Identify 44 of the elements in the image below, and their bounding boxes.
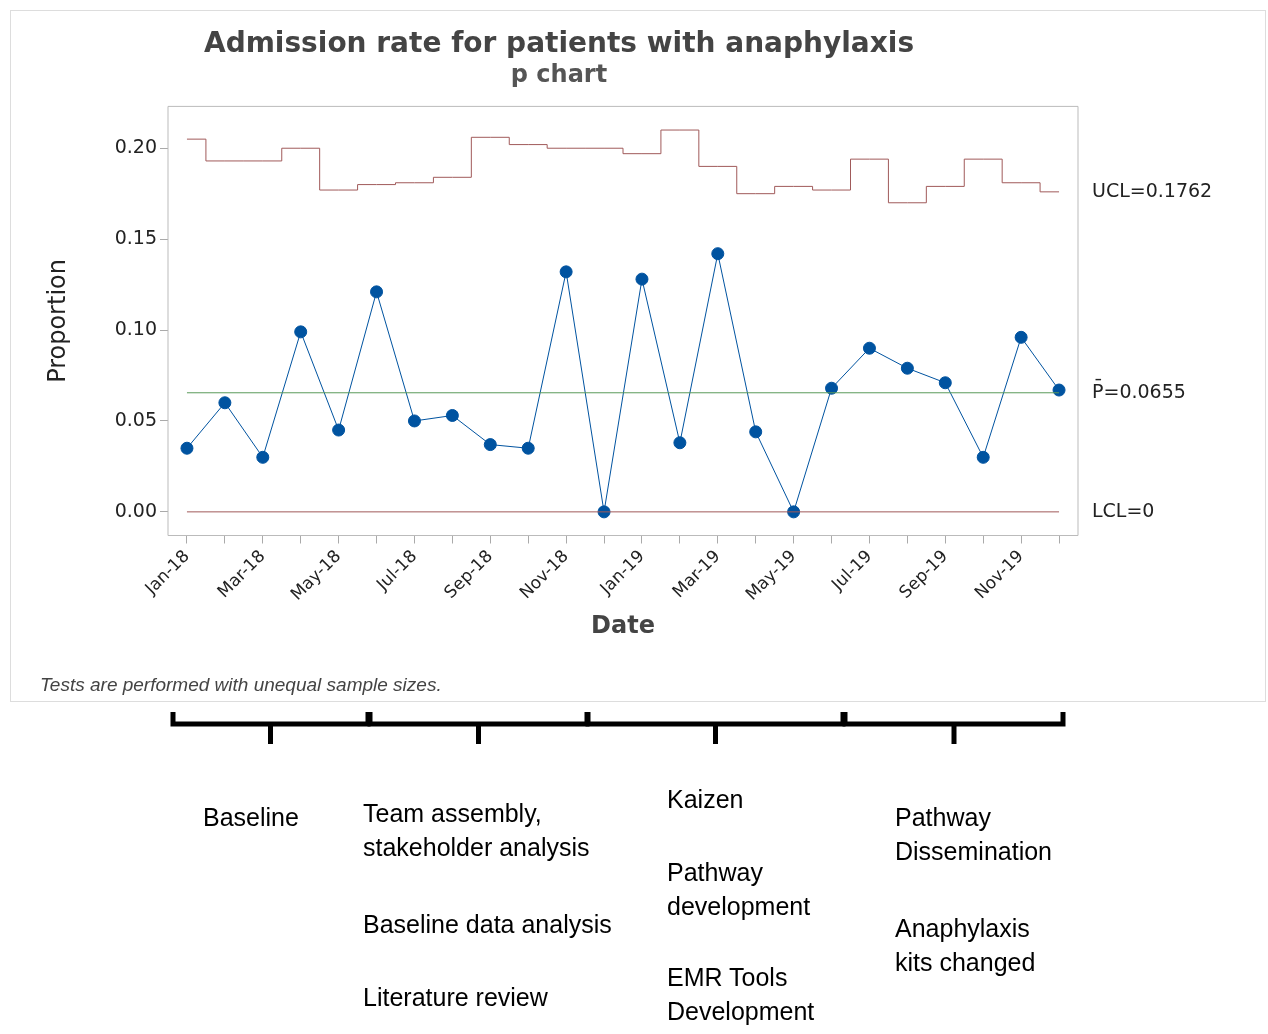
- x-axis-title: Date: [591, 610, 655, 639]
- text: Kaizen: [667, 784, 745, 815]
- y-tick-label: 0.10: [114, 316, 157, 339]
- text: EMR Tools Development: [667, 962, 816, 1027]
- text: Pathway Dissemination: [895, 802, 1053, 867]
- chart-subtitle: p chart: [510, 60, 608, 89]
- point: [673, 436, 687, 450]
- text: Literature review: [363, 982, 549, 1013]
- point: [711, 247, 725, 261]
- text: Anaphylaxis kits changed: [895, 913, 1037, 978]
- point: [332, 423, 346, 437]
- point: [445, 409, 459, 422]
- chart-title: Admission rate for patients with anaphylaxis: [203, 26, 915, 60]
- point: [1014, 330, 1028, 344]
- text: Tests are performed with unequal sample sizes.: [40, 673, 443, 697]
- ref-line-label: P̄=0.0655: [1092, 378, 1186, 402]
- point: [749, 425, 763, 439]
- y-tick-label: 0.15: [114, 226, 157, 249]
- point: [900, 361, 914, 375]
- point: [1052, 383, 1066, 397]
- point: [370, 285, 384, 299]
- point: [862, 341, 876, 355]
- point: [521, 441, 535, 455]
- text: Baseline: [203, 802, 300, 833]
- text: Team assembly, stakeholder analysis: [363, 798, 591, 863]
- point: [976, 450, 990, 464]
- text: Pathway development: [667, 857, 812, 922]
- y-tick-label: 0.00: [114, 498, 157, 521]
- y-tick-label: 0.05: [114, 407, 157, 430]
- point: [218, 396, 232, 410]
- point: [407, 414, 421, 428]
- y-axis-title: Proportion: [42, 259, 71, 383]
- point: [938, 376, 952, 390]
- point: [294, 325, 308, 339]
- point: [635, 272, 649, 286]
- point: [825, 381, 839, 395]
- y-tick-label: 0.20: [114, 135, 157, 158]
- point: [559, 265, 573, 279]
- point: [180, 441, 194, 455]
- text: Baseline data analysis: [363, 909, 613, 940]
- point: [256, 450, 270, 464]
- ref-line-label: LCL=0: [1092, 498, 1155, 521]
- point: [483, 438, 497, 452]
- series-label: UCL=0.1762: [1092, 178, 1213, 201]
